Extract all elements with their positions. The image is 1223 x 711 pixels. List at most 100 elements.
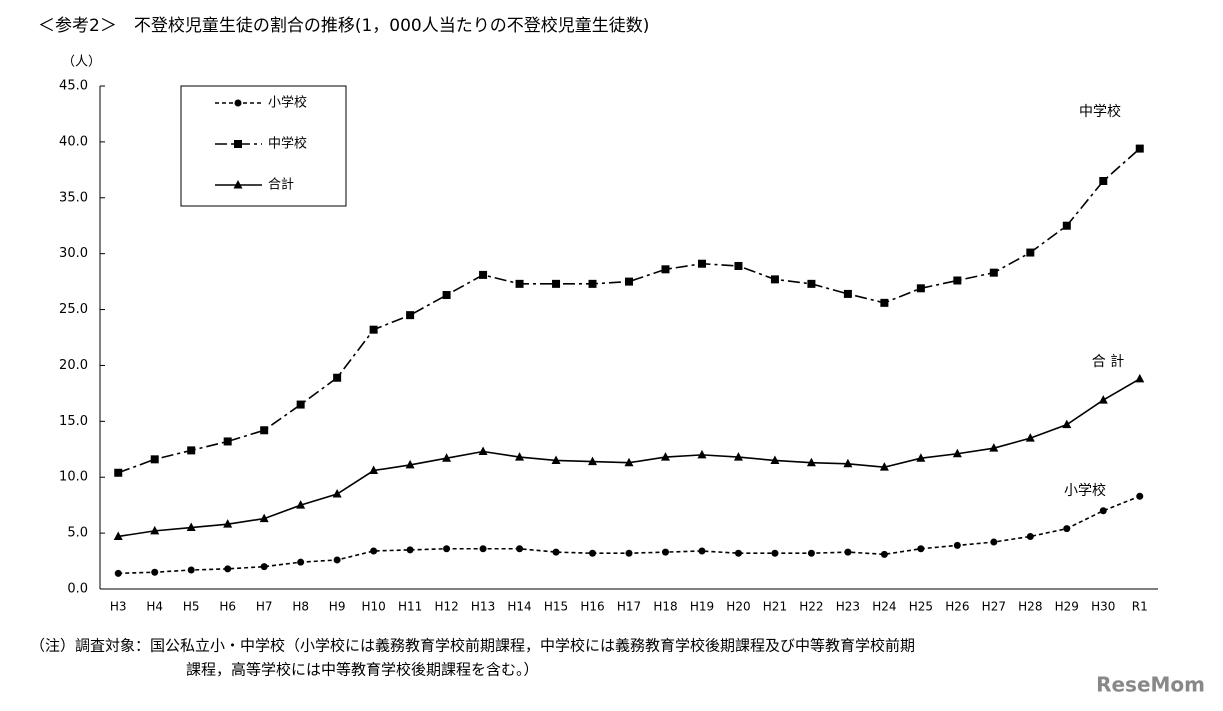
marker [515,279,524,288]
marker [734,261,743,270]
marker [297,558,305,566]
marker [114,468,123,477]
marker [187,566,195,574]
y-tick-label: 40.0 [59,134,88,149]
marker [150,525,160,535]
x-tick-label: H14 [507,600,531,614]
legend-label: 中学校 [268,136,307,152]
marker [916,453,926,462]
marker [551,455,561,464]
marker [332,488,342,498]
y-tick-label: 15.0 [59,414,88,429]
y-tick-label: 10.0 [59,470,88,485]
x-tick-label: H17 [617,600,641,614]
marker [187,446,196,455]
marker [516,545,524,553]
x-tick-label: H27 [982,600,1006,614]
marker [989,443,999,452]
marker [405,459,415,469]
y-tick-label: 45.0 [59,79,88,94]
series-annotation: 中学校 [1079,103,1121,120]
note: （注）調査対象：国公私立小・中学校（小学校には義務教育学校前期課程，中学校には義… [30,637,915,655]
marker [807,279,816,288]
marker [916,284,925,293]
marker [661,265,670,274]
y-tick-label: 0.0 [67,582,88,597]
x-tick-label: H21 [763,600,787,614]
x-tick-label: R1 [1132,600,1148,614]
x-tick-label: H9 [329,600,346,614]
marker [151,568,159,576]
marker [552,548,560,556]
marker [843,289,852,298]
marker [370,547,378,555]
marker [333,556,341,564]
legend-label: 合計 [268,177,294,193]
marker [588,456,598,466]
marker [843,458,853,468]
note: 課程，高等学校には中等教育学校後期課程を含む。） [186,661,539,679]
x-tick-label: H10 [361,600,385,614]
x-tick-label: H16 [580,600,604,614]
marker [234,140,242,148]
marker [478,446,488,456]
marker [296,400,305,409]
marker [880,550,888,558]
marker [1135,144,1144,153]
marker [1098,395,1108,404]
marker [515,452,525,461]
watermark: ReseMom [1096,673,1205,697]
marker [697,449,707,459]
x-tick-label: H6 [219,600,236,614]
marker [233,180,243,189]
marker [186,522,196,532]
marker [234,99,242,107]
x-tick-label: H11 [398,600,422,614]
x-tick-label: H5 [183,600,200,614]
marker [1099,177,1108,186]
x-tick-label: H18 [653,600,677,614]
marker [296,500,306,509]
marker [150,455,159,464]
marker [223,437,232,446]
marker [697,259,706,268]
legend-label: 小学校 [268,95,307,111]
marker [880,298,889,307]
marker [333,373,342,382]
marker [734,549,742,557]
x-tick-label: H22 [799,600,823,614]
x-tick-label: H13 [471,600,495,614]
x-tick-label: H29 [1055,600,1079,614]
marker [113,531,123,540]
marker [806,457,816,467]
marker [369,325,378,334]
marker [1099,507,1107,515]
legend-box [180,85,347,207]
marker [879,462,889,471]
marker [406,546,414,554]
marker [259,513,269,523]
marker [844,548,852,556]
marker [588,279,597,288]
marker [624,457,634,467]
marker [953,541,961,549]
marker [660,452,670,461]
marker [917,545,925,553]
marker [1025,433,1035,442]
y-tick-label: 25.0 [59,302,88,317]
marker [990,538,998,546]
marker [1136,492,1144,500]
x-tick-label: H8 [292,600,309,614]
x-tick-label: H24 [872,600,896,614]
marker [1063,525,1071,533]
x-tick-label: H12 [434,600,458,614]
x-tick-label: H28 [1018,600,1042,614]
marker [260,563,268,571]
marker [1062,419,1072,429]
marker [625,549,633,557]
marker [698,547,706,555]
marker [223,519,233,528]
series-annotation: 合 計 [1092,354,1124,370]
marker [442,453,452,462]
